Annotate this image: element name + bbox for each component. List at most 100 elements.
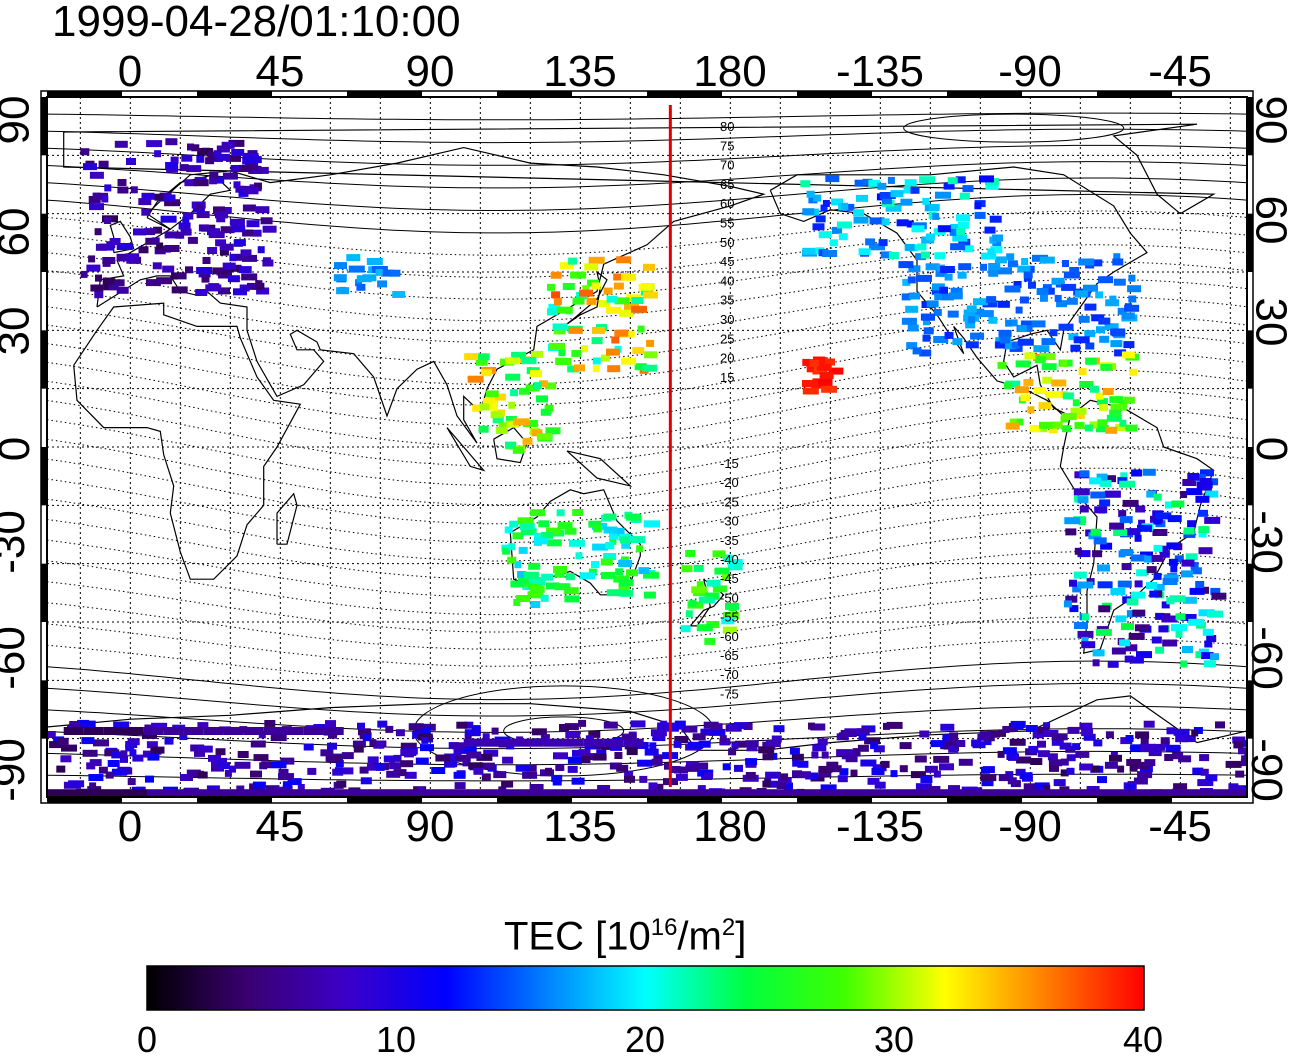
tec-cell [171,286,188,294]
tec-cell [533,382,542,390]
tec-cell [536,395,548,403]
tec-cell [1173,728,1190,736]
tec-cell [927,789,947,797]
tec-cell [377,280,388,288]
tec-cell [944,738,959,746]
tec-cell [233,181,241,189]
tec-cell [762,753,774,761]
tec-cell [1039,256,1055,264]
tec-cell [240,249,252,257]
tec-cell [1081,636,1089,644]
tec-cell [87,789,107,797]
tec-cell [185,266,193,274]
tec-cell [626,748,638,756]
tec-cell [598,300,611,307]
tec-cell [568,257,578,265]
tec-cell [934,252,946,260]
tec-cell [435,754,451,762]
tec-cell [1122,499,1139,507]
contour-label: 45 [720,254,734,269]
tec-cell [160,215,177,223]
tec-cell [336,780,347,788]
tec-cell [1104,490,1121,498]
tec-cell [183,727,204,735]
tec-cell [214,153,230,161]
tec-cell [700,728,712,736]
contour-line [47,683,1247,717]
tec-cell [1206,635,1217,642]
tec-cell [821,751,829,759]
tec-cell [997,300,1010,308]
tec-cell [1095,628,1112,636]
tec-cell [517,571,527,578]
tec-cell [506,420,520,428]
tec-cell [1083,284,1098,292]
tec-cell [907,789,927,797]
tec-cell [638,567,650,575]
tec-cell [530,370,542,377]
tec-cell [948,785,960,793]
tec-cell [366,258,383,265]
tec-cell [808,722,815,730]
tec-cell [1153,517,1162,525]
tec-cell [207,789,227,797]
tec-cell [901,293,911,301]
tec-cell [797,771,811,779]
contour-line [47,572,1247,633]
tec-cell [383,755,395,763]
tec-cell [1128,632,1145,640]
tec-cell [1006,753,1019,760]
contour-label: 40 [720,273,734,288]
tec-cell [1066,754,1076,762]
contour-line [47,278,1247,343]
contour-line [47,193,1247,234]
tec-cell [746,744,758,752]
tec-cell [559,262,574,270]
tec-cell [173,272,187,280]
tec-cell [979,175,994,183]
tec-cell [1074,547,1082,555]
tec-cell [61,744,77,752]
tec-cell [935,269,948,277]
tec-cell [400,749,417,756]
contour-line [47,660,1247,701]
tec-cell [873,745,885,753]
tec-cell [1153,544,1163,552]
tec-cell [979,731,991,739]
tec-cell [164,199,181,207]
tec-cell [591,282,601,290]
contour-line [47,177,1247,211]
tec-cell [607,789,627,797]
coastline [563,270,608,327]
tec-cell [868,179,881,187]
tec-cell [400,742,417,750]
tec-cell [1079,381,1094,388]
tec-cell [88,255,96,263]
tec-cell [1207,610,1223,618]
tec-cell [1097,419,1108,427]
tec-cell [581,345,589,353]
tec-cell [183,212,194,220]
tec-cell [529,784,544,791]
tec-cell [858,248,871,256]
tec-cell [747,789,767,797]
tec-cell [1005,422,1020,430]
tec-cell [1027,789,1047,797]
map-frame [40,90,1254,804]
tec-cell [556,509,565,517]
tec-cell [197,722,209,730]
tec-cell [981,779,994,787]
tec-cell [880,760,890,768]
tec-cell [575,552,583,560]
tec-cell [1215,721,1225,729]
tec-cell [1014,386,1029,394]
tec-cell [1098,605,1111,613]
frame-tick [41,680,47,739]
tec-cell [1113,529,1128,536]
tec-cell [216,145,230,153]
tec-cell [1114,349,1127,357]
tec-cell [239,164,251,172]
tec-cell [1067,726,1080,734]
tec-cell [618,579,634,587]
tec-cell [827,789,847,797]
